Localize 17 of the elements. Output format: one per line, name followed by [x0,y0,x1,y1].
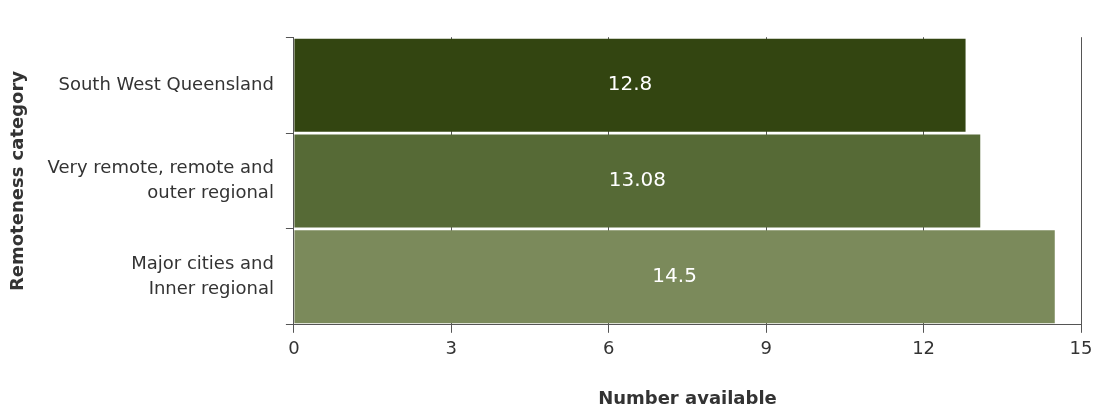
y-tick-label: Major cities and Inner regional [131,251,274,299]
x-tick-label: 0 [288,337,300,359]
x-axis-title: Number available [598,386,777,408]
x-tick-label: 3 [445,337,458,359]
y-axis-title: Remoteness category [6,70,28,292]
x-tick-label: 15 [1069,337,1093,359]
x-tick-label: 9 [760,337,772,359]
y-tick-label: South West Queensland [58,72,274,94]
y-tick-label: Very remote, remote and outer regional [47,156,274,203]
x-tick-label: 12 [912,337,936,359]
bar [294,134,981,228]
data-label: 14.5 [652,263,697,288]
data-label: 13.08 [608,167,666,192]
x-tick-label: 6 [603,337,615,359]
bar [294,230,1055,324]
bar [294,38,966,132]
data-label: 12.8 [607,71,653,96]
